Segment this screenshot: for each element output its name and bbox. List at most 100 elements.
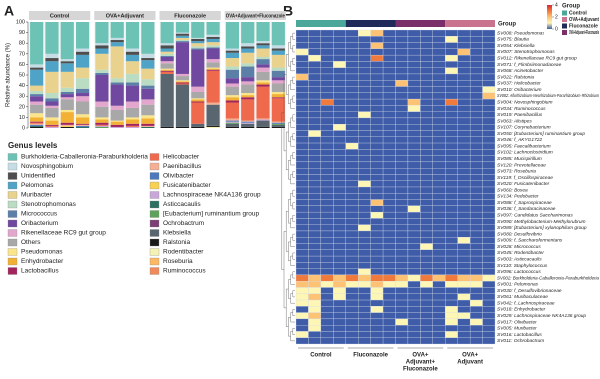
bar-segment: [241, 77, 255, 82]
colorbar: [547, 5, 552, 29]
heatmap-cell: [445, 299, 458, 307]
heatmap-cell: [345, 36, 359, 43]
bar-segment: [125, 119, 140, 124]
bar-segment: [76, 125, 90, 127]
heatmap-cell: [358, 230, 371, 238]
heatmap-cell: [469, 318, 483, 326]
bar-segment: [141, 125, 155, 127]
bar-segment: [141, 85, 155, 89]
heatmap-cell: [420, 274, 433, 282]
bar-segment: [191, 46, 205, 49]
bar-segment: [271, 70, 285, 78]
heatmap-cell: [295, 80, 309, 87]
y-tick-label: 30: [19, 94, 25, 100]
bar-segment: [225, 126, 239, 128]
heatmap-cell: [320, 287, 334, 294]
heatmap-cell: [320, 218, 334, 225]
bar-segment: [160, 48, 174, 52]
legend-swatch: [149, 200, 160, 209]
heatmap-cell: [445, 117, 458, 125]
heatmap-cell: [432, 268, 446, 276]
legend-swatch: [562, 17, 567, 22]
heatmap-cell: [407, 117, 421, 125]
heatmap-cell: [469, 180, 483, 188]
heatmap-cell: [469, 193, 483, 200]
bar-segment: [206, 125, 220, 127]
heatmap-cell: [420, 161, 433, 169]
heatmap-cell: [395, 293, 409, 301]
heatmap-cell: [395, 130, 409, 137]
heatmap-cell: [457, 268, 471, 276]
legend-label: Others: [21, 239, 41, 246]
heatmap-cell: [457, 325, 471, 332]
bar-segment: [206, 126, 220, 128]
heatmap-cell: [469, 54, 483, 62]
colorbar-tick-label: 0: [555, 26, 558, 32]
heatmap-cell: [469, 287, 483, 294]
bar-segment: [191, 41, 205, 44]
bar-segment: [95, 124, 109, 126]
heatmap-cell: [457, 92, 471, 100]
heatmap-cell: [407, 306, 421, 313]
heatmap-cell: [407, 29, 421, 37]
heatmap-cell: [358, 211, 371, 219]
legend-swatch: [7, 238, 18, 247]
bar-segment: [76, 96, 90, 102]
heatmap-cell: [370, 293, 384, 301]
row-label: SV090: Methylobacterium-Methylorubrum: [497, 219, 586, 225]
heatmap-cell: [395, 249, 409, 257]
heatmap-cell: [382, 255, 396, 263]
bar-segment: [125, 107, 140, 118]
heatmap-cell: [308, 48, 322, 56]
heatmap-cell: [333, 67, 346, 75]
heatmap-cell: [382, 218, 396, 225]
heatmap-cell: [395, 67, 409, 75]
heatmap-cell: [395, 318, 409, 326]
heatmap-cell: [370, 205, 384, 213]
heatmap-cell: [295, 325, 309, 332]
bar-segment: [225, 78, 239, 84]
heatmap-cell: [345, 205, 359, 213]
heatmap-cell: [345, 142, 359, 150]
heatmap-cell: [469, 61, 483, 68]
row-label: SV007: Stenotrophomonas: [497, 49, 555, 55]
heatmap-cell: [358, 36, 371, 43]
heatmap-cell: [333, 331, 346, 338]
heatmap-cell: [308, 306, 322, 313]
bar-segment: [160, 61, 174, 64]
bar-segment: [256, 56, 270, 60]
heatmap-cell: [370, 80, 384, 87]
bar-segment: [30, 113, 44, 118]
bar-segment: [191, 43, 205, 47]
heatmap-cell: [358, 281, 371, 288]
legend-label: Novosphingobium: [21, 163, 73, 170]
heatmap-cell: [482, 142, 496, 150]
heatmap-cell: [345, 318, 359, 326]
heatmap-cell: [420, 199, 433, 206]
heatmap-cell: [482, 168, 496, 175]
heatmap-cell: [469, 42, 483, 49]
row-label: SV019: Paenibacillus: [497, 112, 543, 118]
heatmap-cell: [308, 142, 322, 150]
heatmap-cell: [432, 54, 446, 62]
bar-segment: [45, 53, 59, 59]
heatmap-cell: [445, 67, 458, 75]
heatmap-cell: [469, 268, 483, 276]
heatmap-cell: [457, 54, 471, 62]
heatmap-cell: [407, 274, 421, 282]
row-label: SV073: Roseburia: [497, 169, 536, 175]
heatmap-cell: [295, 130, 309, 137]
heatmap-cell: [432, 48, 446, 56]
heatmap-cell: [358, 80, 371, 87]
bar-segment: [241, 43, 255, 47]
heatmap-cell: [370, 262, 384, 269]
heatmap-cell: [407, 193, 421, 200]
row-label: SV009: f_Saccharofermentans: [497, 238, 563, 244]
heatmap-cell: [395, 255, 409, 263]
bar-segment: [45, 107, 59, 118]
heatmap-cell: [333, 224, 346, 232]
heatmap-cell: [333, 155, 346, 163]
heatmap-cell: [457, 130, 471, 137]
heatmap-cell: [295, 318, 309, 326]
bar-segment: [60, 63, 74, 72]
